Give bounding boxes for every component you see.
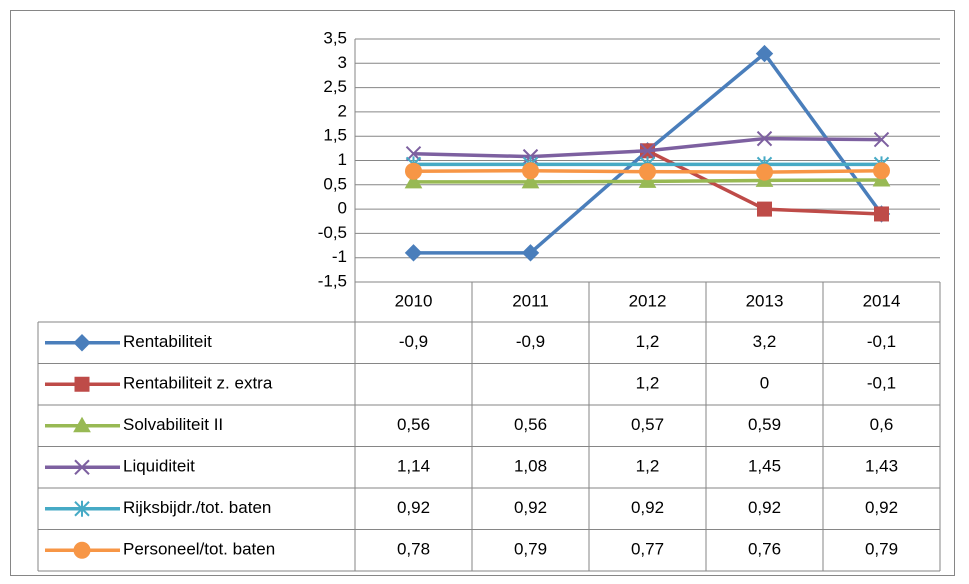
table-value: 1,14 xyxy=(397,457,430,476)
point-marker xyxy=(638,172,657,188)
category-label: 2010 xyxy=(395,291,433,310)
legend-label: Rentabiliteit z. extra xyxy=(123,374,273,393)
legend-marker xyxy=(73,541,91,559)
table-value: 0,76 xyxy=(748,540,781,559)
y-tick-label: 3 xyxy=(338,53,347,72)
category-label: 2011 xyxy=(512,291,549,310)
point-marker xyxy=(405,162,422,180)
table-value: 0,79 xyxy=(514,540,547,559)
point-marker xyxy=(404,244,423,262)
table-value: 1,08 xyxy=(514,457,547,476)
table-value: 1,2 xyxy=(636,374,660,393)
table-value: -0,9 xyxy=(516,332,545,351)
table-value: 0,78 xyxy=(397,540,430,559)
legend-marker xyxy=(73,334,91,352)
table-value: 0 xyxy=(760,374,769,393)
legend-marker xyxy=(74,459,90,475)
legend-label: Rijksbijdr./tot. baten xyxy=(123,498,271,517)
table-value: 0,57 xyxy=(631,415,664,434)
y-tick-label: 2,5 xyxy=(323,77,347,96)
table-value: 0,92 xyxy=(748,498,781,517)
point-marker xyxy=(874,206,889,222)
table-value: 1,2 xyxy=(636,332,660,351)
table-value: -0,1 xyxy=(867,374,896,393)
y-tick-label: 0,5 xyxy=(323,174,347,193)
y-tick-label: 2 xyxy=(338,101,347,120)
y-tick-label: -1 xyxy=(332,247,347,266)
y-tick-label: -1,5 xyxy=(318,271,347,290)
chart-border xyxy=(10,10,955,576)
y-tick-label: 3,5 xyxy=(323,28,347,47)
point-marker xyxy=(756,163,773,181)
point-marker xyxy=(755,44,774,63)
table-value: 1,2 xyxy=(636,457,660,476)
category-label: 2012 xyxy=(629,291,667,310)
point-marker xyxy=(873,131,890,148)
point-marker xyxy=(404,172,423,189)
point-marker xyxy=(521,172,540,189)
legend-marker xyxy=(74,376,90,392)
table-value: 3,2 xyxy=(753,332,777,351)
y-tick-label: 0 xyxy=(338,199,347,218)
table-value: 0,59 xyxy=(748,415,781,434)
table-value: 0,6 xyxy=(870,415,894,434)
legend-label: Personeel/tot. baten xyxy=(123,540,275,559)
y-tick-label: 1 xyxy=(338,150,347,169)
table-value: -0,9 xyxy=(399,332,428,351)
legend-marker xyxy=(73,416,91,433)
table-value: 0,92 xyxy=(865,498,898,517)
point-marker xyxy=(639,163,656,181)
table-value: 0,79 xyxy=(865,540,898,559)
table-value: 0,56 xyxy=(397,415,430,434)
point-marker xyxy=(522,162,539,180)
table-value: 0,77 xyxy=(631,540,664,559)
table-value: 0,56 xyxy=(514,415,547,434)
legend-label: Solvabiliteit II xyxy=(123,415,223,434)
table-value: -0,1 xyxy=(867,332,896,351)
legend-marker xyxy=(74,500,90,517)
table-value: 1,43 xyxy=(865,457,898,476)
category-label: 2014 xyxy=(863,291,901,310)
point-marker xyxy=(639,143,656,159)
point-marker xyxy=(873,162,890,180)
legend-label: Liquiditeit xyxy=(123,457,195,476)
y-tick-label: 1,5 xyxy=(323,126,347,145)
table-value: 0,92 xyxy=(514,498,547,517)
point-marker xyxy=(756,130,773,147)
point-marker xyxy=(757,201,772,217)
legend-label: Rentabiliteit xyxy=(123,332,212,351)
y-tick-label: -0,5 xyxy=(318,223,347,242)
table-value: 1,45 xyxy=(748,457,781,476)
category-label: 2013 xyxy=(746,291,784,310)
table-value: 0,92 xyxy=(631,498,664,517)
point-marker xyxy=(521,244,540,262)
table-value: 0,92 xyxy=(397,498,430,517)
